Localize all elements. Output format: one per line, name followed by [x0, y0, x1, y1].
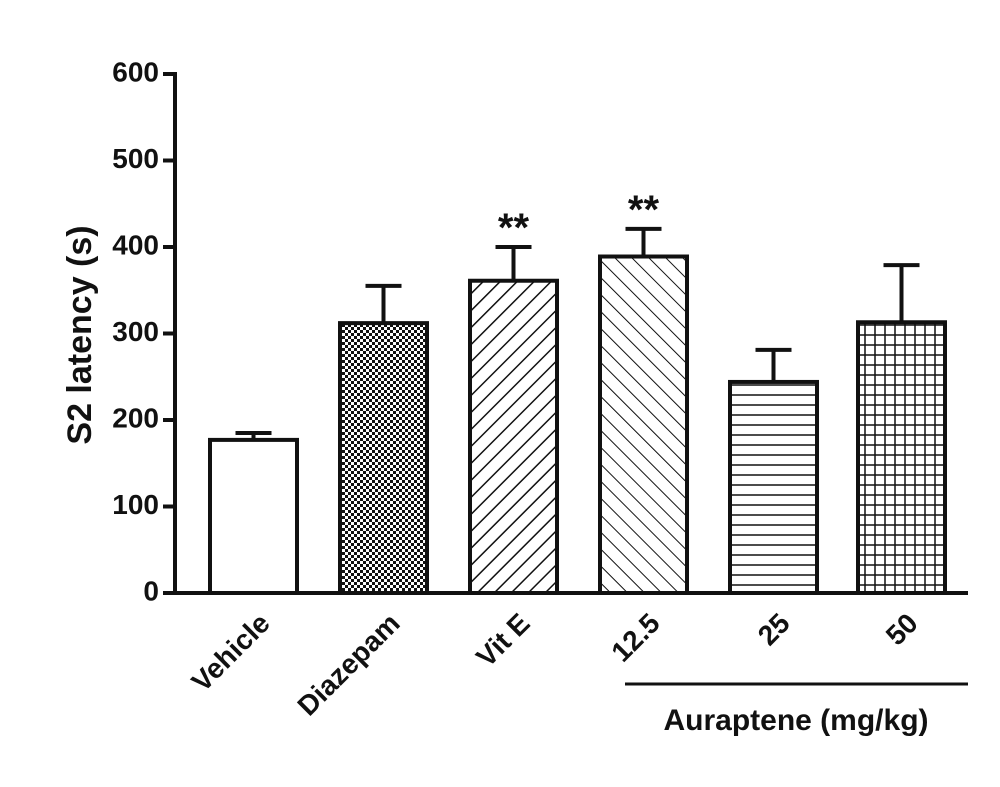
x-tick-label: 50 — [880, 607, 924, 651]
y-axis-title: S2 latency (s) — [61, 225, 99, 444]
bar — [338, 321, 429, 595]
bar — [208, 437, 299, 595]
x-tick-label: 25 — [752, 607, 796, 651]
bar — [598, 254, 689, 595]
bar — [856, 320, 947, 595]
significance: ** — [498, 206, 530, 250]
x-tick-label: Vehicle — [186, 607, 276, 697]
y-tick-label: 400 — [112, 229, 159, 260]
bar — [728, 379, 819, 595]
y-tick-label: 0 — [143, 575, 159, 606]
group-label: Auraptene (mg/kg) — [663, 704, 928, 737]
y-tick-label: 500 — [112, 143, 159, 174]
y-tick-label: 100 — [112, 489, 159, 520]
y-tick-label: 200 — [112, 402, 159, 433]
x-tick-label: Diazepam — [291, 607, 405, 721]
significance: ** — [628, 188, 660, 232]
y-tick-label: 300 — [112, 316, 159, 347]
x-tick-label: Vit E — [470, 607, 536, 673]
bar — [468, 278, 559, 595]
x-tick-label: 12.5 — [605, 607, 665, 667]
y-tick-label: 600 — [112, 56, 159, 87]
